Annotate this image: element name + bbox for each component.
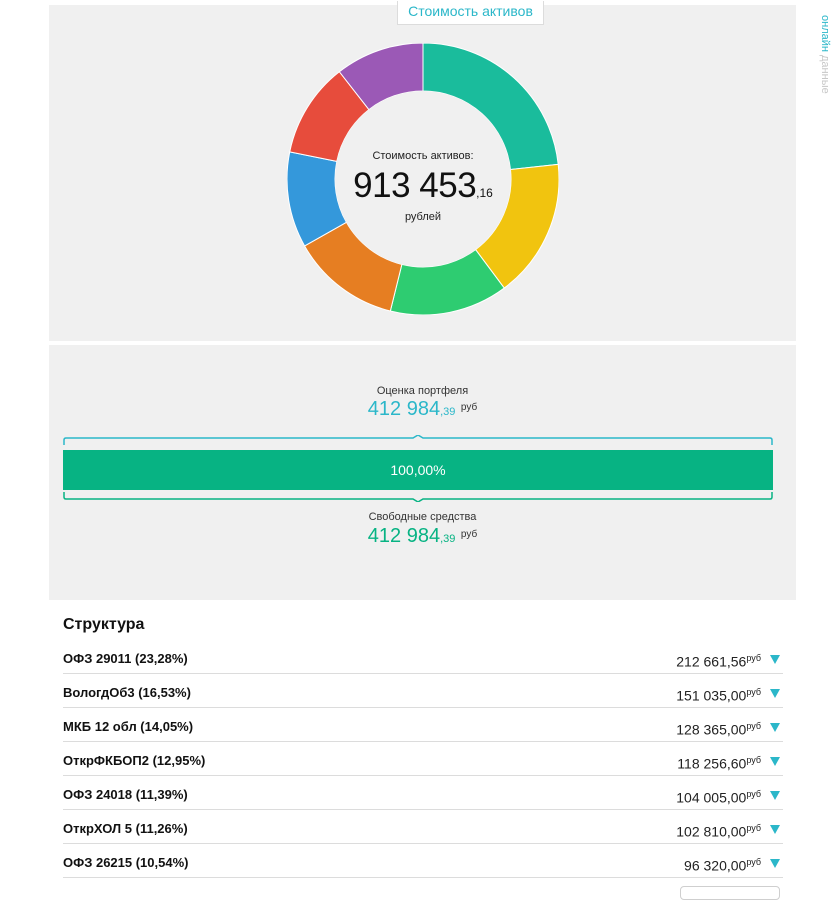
expand-arrow-icon[interactable]: [770, 655, 780, 664]
expand-arrow-icon[interactable]: [770, 723, 780, 732]
table-row[interactable]: ОткрФКБОП2 (12,95%) 118 256,60руб: [63, 742, 783, 776]
eval-unit: руб: [460, 402, 478, 413]
assets-donut-chart: [287, 43, 559, 315]
show-more-button[interactable]: [680, 886, 780, 900]
data-link-text: данные: [819, 55, 831, 94]
free-funds-label: Свободные средства: [368, 511, 477, 523]
asset-name: ВологдОб3 (16,53%): [63, 685, 191, 700]
donut-center: Стоимость активов: 913 453,16 рублей: [316, 150, 530, 223]
expand-arrow-icon[interactable]: [770, 825, 780, 834]
free-funds-bar: 100,00%: [63, 450, 773, 490]
table-row[interactable]: МКБ 12 обл (14,05%) 128 365,00руб: [63, 708, 783, 742]
expand-arrow-icon[interactable]: [770, 689, 780, 698]
portfolio-eval-label: Оценка портфеля: [376, 385, 469, 397]
expand-arrow-icon[interactable]: [770, 757, 780, 766]
asset-name: ОФЗ 24018 (11,39%): [63, 787, 188, 802]
table-row[interactable]: ОФЗ 26215 (10,54%) 96 320,00руб: [63, 844, 783, 878]
asset-amount-unit: руб: [746, 857, 761, 867]
asset-amount-value: 102 810,00: [676, 823, 747, 840]
asset-name: ОткрФКБОП2 (12,95%): [63, 753, 206, 768]
asset-amount-unit: руб: [746, 755, 761, 765]
brace-top: [63, 435, 773, 445]
table-row[interactable]: ОФЗ 29011 (23,28%) 212 661,56руб: [63, 640, 783, 674]
free-funds-percent: 100,00%: [390, 462, 446, 478]
asset-amount: 118 256,60руб: [677, 755, 761, 772]
asset-amount: 102 810,00руб: [676, 823, 761, 840]
eval-frac: ,39: [440, 406, 456, 418]
asset-amount-unit: руб: [746, 687, 761, 697]
expand-arrow-icon[interactable]: [770, 791, 780, 800]
asset-amount: 212 661,56руб: [676, 653, 761, 670]
asset-name: ОФЗ 29011 (23,28%): [63, 651, 188, 666]
total-assets-value: 913 453,16: [316, 166, 530, 213]
portfolio-panel: Оценка портфеля 412 984,39 руб 100,00% С…: [49, 345, 796, 600]
table-row[interactable]: ОткрХОЛ 5 (11,26%) 102 810,00руб: [63, 810, 783, 844]
asset-amount-unit: руб: [746, 721, 761, 731]
eval-int: 412 984: [367, 398, 441, 420]
tab-assets-value[interactable]: Стоимость активов: [397, 1, 544, 25]
asset-amount: 151 035,00руб: [676, 687, 761, 704]
online-link-text[interactable]: онлайн: [819, 15, 831, 52]
portfolio-eval-value: 412 984,39 руб: [49, 398, 796, 421]
donut-hole: [335, 91, 511, 267]
asset-amount-value: 128 365,00: [676, 721, 747, 738]
structure-section: Структура ОФЗ 29011 (23,28%) 212 661,56ру…: [63, 612, 783, 878]
asset-amount-value: 151 035,00: [676, 687, 747, 704]
table-row[interactable]: ОФЗ 24018 (11,39%) 104 005,00руб: [63, 776, 783, 810]
asset-amount: 128 365,00руб: [676, 721, 761, 738]
asset-name: ОФЗ 26215 (10,54%): [63, 855, 189, 870]
free-int: 412 984: [367, 525, 441, 547]
free-funds-value: 412 984,39 руб: [49, 525, 796, 548]
asset-amount: 104 005,00руб: [676, 789, 761, 806]
asset-name: ОткрХОЛ 5 (11,26%): [63, 821, 188, 836]
asset-amount-unit: руб: [746, 823, 761, 833]
asset-amount: 96 320,00руб: [684, 857, 761, 874]
expand-arrow-icon[interactable]: [770, 859, 780, 868]
table-row[interactable]: ВологдОб3 (16,53%) 151 035,00руб: [63, 674, 783, 708]
donut-unit: рублей: [404, 211, 442, 223]
free-frac: ,39: [440, 533, 456, 545]
donut-label: Стоимость активов:: [372, 150, 474, 162]
asset-amount-unit: руб: [746, 789, 761, 799]
asset-amount-value: 212 661,56: [676, 653, 747, 670]
asset-amount-value: 118 256,60: [677, 755, 747, 772]
total-assets-int: 913 453: [353, 166, 477, 205]
asset-amount-value: 104 005,00: [676, 789, 747, 806]
asset-amount-unit: руб: [746, 653, 761, 663]
structure-title: Структура: [63, 616, 145, 633]
donut-slice-7[interactable]: [338, 43, 424, 111]
asset-name: МКБ 12 обл (14,05%): [63, 719, 194, 734]
free-unit: руб: [460, 529, 478, 540]
brace-bottom: [63, 492, 773, 502]
online-data-link[interactable]: онлайн данные: [815, 13, 831, 97]
asset-amount-value: 96 320,00: [684, 857, 747, 874]
total-assets-frac: ,16: [476, 186, 493, 200]
